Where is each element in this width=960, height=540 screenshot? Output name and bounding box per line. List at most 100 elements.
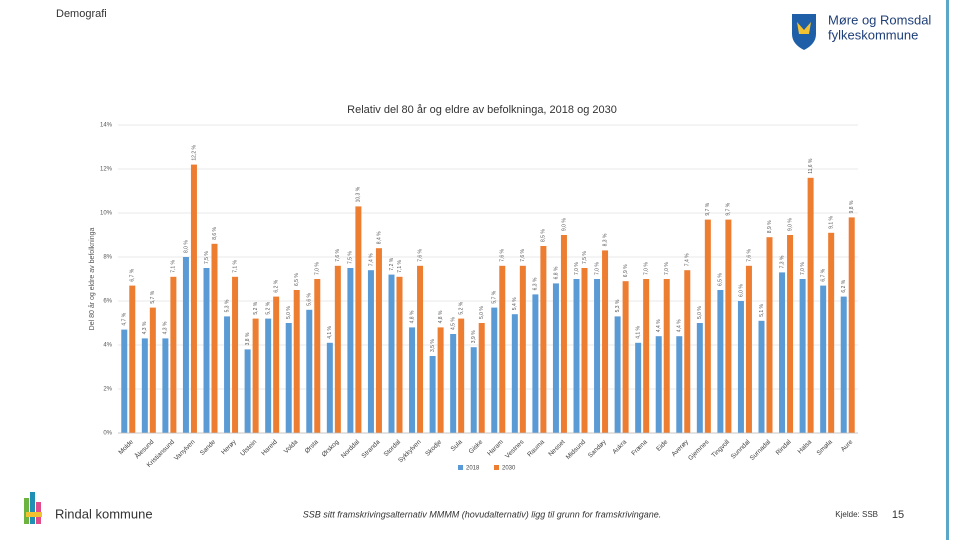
value-label: 9,7 %	[726, 202, 732, 215]
value-label: 3,5 %	[430, 339, 436, 352]
x-tick-label: Vanylven	[173, 438, 197, 462]
y-tick-label: 12%	[100, 167, 113, 173]
value-label: 4,1 %	[635, 325, 641, 338]
bar	[458, 318, 465, 433]
x-tick-label: Ørskog	[321, 438, 341, 458]
value-label: 11,6 %	[808, 158, 814, 174]
value-label: 6,2 %	[273, 279, 279, 292]
value-label: 5,3 %	[224, 299, 230, 312]
x-tick-label: Aure	[840, 438, 855, 453]
bar	[643, 279, 650, 433]
logo-text: fylkeskommune	[828, 27, 918, 42]
value-label: 5,2 %	[265, 301, 271, 314]
value-label: 6,8 %	[553, 266, 559, 279]
bar	[211, 243, 218, 433]
value-label: 5,0 %	[479, 306, 485, 319]
value-label: 7,3 %	[779, 255, 785, 268]
bar	[622, 281, 629, 433]
x-tick-label: Haram	[486, 439, 505, 458]
bar	[129, 285, 136, 433]
x-tick-label: Sandøy	[587, 438, 608, 459]
y-tick-label: 6%	[103, 299, 112, 305]
bar	[141, 338, 148, 433]
bar	[388, 274, 395, 433]
bar	[285, 323, 292, 433]
bar	[725, 219, 732, 433]
value-label: 9,0 %	[561, 218, 567, 231]
x-tick-label: Nesset	[547, 439, 566, 458]
bar	[499, 265, 506, 433]
value-label: 8,4 %	[376, 231, 382, 244]
bar	[594, 279, 601, 433]
bar	[306, 309, 313, 433]
bar	[347, 268, 354, 433]
value-label: 4,8 %	[409, 310, 415, 323]
x-tick-label: Ulstein	[239, 438, 258, 457]
value-label: 4,7 %	[122, 312, 128, 325]
value-label: 7,1 %	[232, 259, 238, 272]
value-label: 4,4 %	[656, 319, 662, 332]
x-tick-label: Skodje	[424, 438, 443, 457]
x-tick-label: Volda	[283, 438, 300, 455]
x-tick-label: Hareid	[260, 438, 279, 457]
value-label: 9,1 %	[828, 215, 834, 228]
value-label: 12,2 %	[191, 144, 197, 160]
bar	[409, 327, 416, 433]
bar	[491, 307, 498, 433]
value-label: 5,7 %	[492, 290, 498, 303]
y-tick-label: 8%	[103, 255, 112, 261]
value-label: 7,0 %	[800, 262, 806, 275]
section-title: Demografi	[56, 8, 107, 20]
bar	[602, 250, 609, 433]
value-label: 8,5 %	[541, 229, 547, 242]
bar	[326, 342, 333, 433]
bar	[273, 296, 280, 433]
value-label: 7,0 %	[664, 262, 670, 275]
value-label: 8,3 %	[602, 233, 608, 246]
value-label: 6,7 %	[820, 268, 826, 281]
value-label: 7,6 %	[500, 248, 506, 261]
x-tick-label: Stranda	[361, 438, 382, 459]
x-tick-label: Halsa	[797, 438, 814, 455]
value-label: 8,9 %	[767, 220, 773, 233]
bar	[820, 285, 827, 433]
x-tick-label: Surnadal	[749, 438, 773, 462]
bar	[684, 270, 691, 433]
value-label: 9,8 %	[849, 200, 855, 213]
bar	[170, 276, 177, 433]
value-label: 8,6 %	[212, 226, 218, 239]
value-label: 5,2 %	[458, 301, 464, 314]
bar	[717, 290, 724, 433]
x-tick-label: Sande	[199, 438, 218, 457]
bar	[635, 342, 642, 433]
value-label: 6,7 %	[130, 268, 136, 281]
legend-swatch	[494, 465, 499, 470]
bar	[355, 206, 362, 433]
bar	[787, 235, 794, 433]
x-tick-label: Herøy	[220, 438, 238, 456]
value-label: 7,6 %	[746, 248, 752, 261]
value-label: 4,8 %	[438, 310, 444, 323]
bar	[252, 318, 259, 433]
value-label: 4,4 %	[677, 319, 683, 332]
y-tick-label: 0%	[103, 431, 112, 437]
x-tick-label: Sula	[450, 438, 464, 452]
y-tick-label: 2%	[103, 387, 112, 393]
legend-label: 2030	[502, 466, 516, 472]
value-label: 6,0 %	[738, 284, 744, 297]
x-tick-label: Eide	[655, 438, 669, 452]
value-label: 6,9 %	[623, 264, 629, 277]
bar	[396, 276, 403, 433]
y-tick-label: 14%	[100, 123, 113, 129]
bar	[417, 265, 424, 433]
value-label: 5,2 %	[253, 301, 259, 314]
value-label: 7,4 %	[685, 253, 691, 266]
value-label: 5,6 %	[307, 292, 313, 305]
x-tick-label: Stordal	[383, 438, 403, 458]
x-tick-label: Norddal	[340, 438, 361, 459]
value-label: 7,0 %	[643, 262, 649, 275]
bar	[655, 336, 662, 433]
bar	[162, 338, 169, 433]
bar	[848, 217, 855, 433]
